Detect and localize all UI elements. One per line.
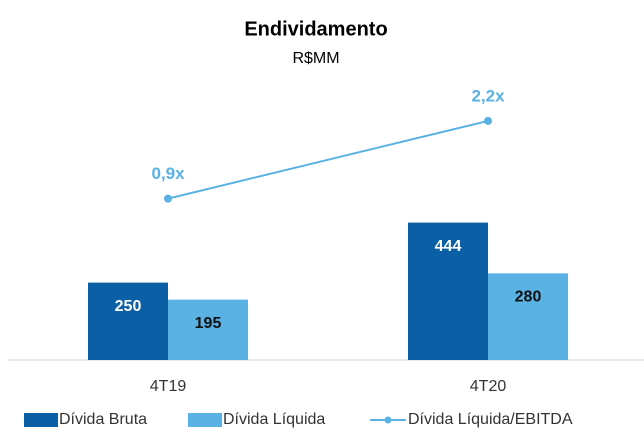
data-label: 195 — [195, 315, 222, 332]
x-tick-label: 4T19 — [150, 378, 187, 395]
line-point — [164, 194, 172, 203]
bar — [488, 273, 568, 360]
bar — [168, 299, 248, 360]
data-label: 280 — [515, 289, 542, 306]
data-label: 2,2x — [471, 86, 505, 105]
data-label: 0,9x — [151, 164, 185, 183]
line-point — [484, 116, 492, 125]
legend-label: Dívida Líquida/EBITDA — [408, 411, 573, 428]
legend-swatch — [384, 416, 392, 424]
bar — [408, 222, 488, 360]
data-label: 250 — [115, 298, 142, 315]
chart-subtitle: R$MM — [292, 50, 339, 67]
legend-swatch — [24, 413, 58, 427]
legend-swatch — [188, 413, 222, 427]
legend-label: Dívida Bruta — [59, 411, 147, 428]
data-label: 444 — [435, 238, 462, 255]
line — [167, 119, 489, 200]
bar — [88, 282, 168, 360]
legend-label: Dívida Líquida — [223, 411, 325, 428]
x-tick-label: 4T20 — [470, 378, 507, 395]
chart-title: Endividamento — [244, 18, 387, 40]
